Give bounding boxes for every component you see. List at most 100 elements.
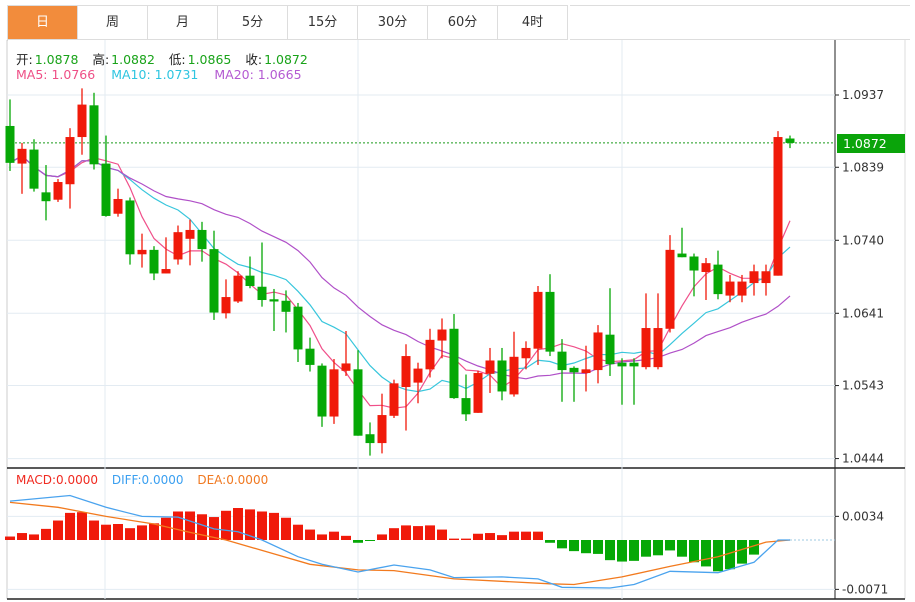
macd-tick-label: 0.0034 [842,509,884,523]
candle-body [125,200,135,255]
candle-body [449,328,459,399]
open-label: 开: [16,52,33,67]
candle-body [353,369,363,436]
candle-body [197,229,207,250]
tab-1[interactable]: 周 [78,6,148,40]
macd-bar [581,540,591,554]
macd-bar [149,523,159,540]
macd-bar [341,535,351,540]
candle-body [521,347,531,359]
macd-bar [749,540,759,555]
candle-body [497,360,507,392]
candle-body [653,328,663,368]
tab-7[interactable]: 4时 [498,6,568,40]
candle-body [257,286,267,301]
ma-legend: MA5: 1.0766 MA10: 1.0731 MA20: 1.0665 [16,67,304,82]
candle-body [233,275,243,302]
tab-6[interactable]: 60分 [428,6,498,40]
candle-body [593,332,603,371]
macd-bar [329,531,339,540]
tab-4[interactable]: 15分 [288,6,358,40]
high-label: 高: [92,52,110,67]
candle-body [425,339,435,370]
candle-body [137,249,147,255]
macd-bar [17,533,27,540]
macd-bar [137,525,147,540]
candle-body [317,365,327,417]
ma5-value: MA5: 1.0766 [16,67,96,82]
tab-0[interactable]: 日 [8,6,78,40]
candle-body [113,198,123,214]
candle-body [365,434,375,444]
diff-value: DIFF:0.0000 [111,473,184,487]
candle-body [701,263,711,272]
tab-2[interactable]: 月 [148,6,218,40]
candle-body [629,362,639,367]
low-label: 低: [168,52,186,67]
macd-bar [269,512,279,540]
candle-body [545,291,555,352]
macd-bar [497,535,507,540]
current-price-tag: 1.0872 [837,134,905,153]
candle-body [5,125,15,163]
candle-body [413,368,423,383]
tab-5[interactable]: 30分 [358,6,428,40]
macd-bar [737,540,747,564]
candle-body [437,329,447,341]
y-tick-label: 1.0543 [842,379,884,393]
dea-line [9,501,791,586]
candle-body [149,249,159,274]
macd-bar [281,517,291,540]
macd-bar [245,509,255,540]
macd-bar [725,540,735,570]
candle-body [17,148,27,164]
macd-bar [113,524,123,540]
candle-body [281,300,291,312]
candle-body [485,360,495,374]
candle-body [221,297,231,314]
macd-bar [521,531,531,540]
macd-bar [125,528,135,540]
macd-bar [653,540,663,556]
macd-bar [545,540,555,543]
macd-bar [425,525,435,540]
ma20-value: MA20: 1.0665 [214,67,302,82]
macd-bar [233,508,243,540]
macd-bar [677,540,687,557]
macd-bar [701,540,711,567]
candle-body [341,363,351,371]
candle-body [461,398,471,415]
candle-body [377,415,387,444]
candle-body [725,281,735,296]
macd-bar [65,512,75,540]
macd-bar [485,533,495,540]
candle-body [101,163,111,216]
macd-bar [5,536,15,540]
candle-body [785,138,795,143]
candle-body [53,182,63,200]
candle-body [245,275,255,287]
candle-body [209,249,219,313]
macd-bar [605,540,615,561]
candle-body [329,369,339,417]
macd-bar [173,511,183,540]
macd-bar [89,520,99,540]
close-label: 收: [245,52,263,67]
macd-legend: MACD:0.0000 DIFF:0.0000 DEA:0.0000 [16,473,270,487]
macd-bar [221,510,231,540]
macd-bar [41,528,51,540]
macd-bar [29,534,39,540]
candle-body [749,271,759,284]
macd-bar [77,512,87,540]
macd-bar [689,540,699,563]
candle-body [185,229,195,239]
candle-body [41,192,51,202]
tab-3[interactable]: 5分 [218,6,288,40]
macd-bar [617,540,627,562]
high-value: 1.0882 [111,52,155,67]
macd-bar [257,511,267,540]
candle-body [401,356,411,388]
macd-bar [197,514,207,540]
macd-bar [665,540,675,551]
